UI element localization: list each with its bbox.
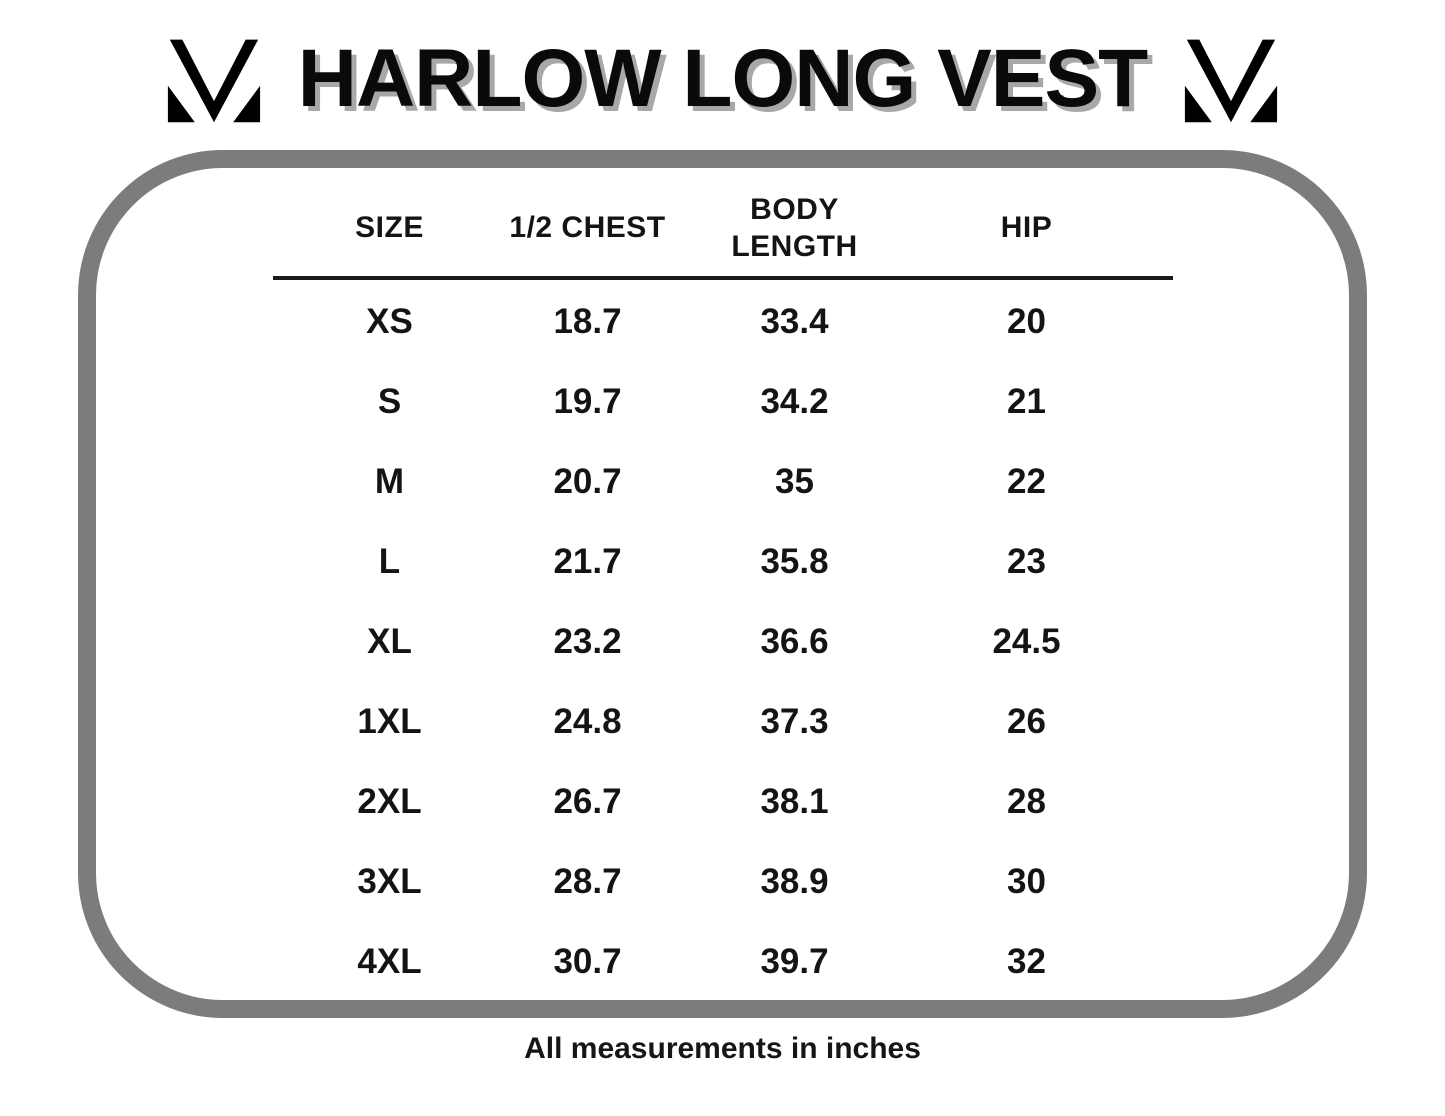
table-row-xs: XS 18.7 33.4 20 <box>273 282 1173 362</box>
measurement-units-note: All measurements in inches <box>524 1032 921 1065</box>
table-row-s: S 19.7 34.2 21 <box>273 362 1173 442</box>
table-row-2xl: 2XL 26.7 38.1 28 <box>273 762 1173 842</box>
half-chest-cell: 21.7 <box>553 542 622 581</box>
hip-cell: 20 <box>1007 302 1046 341</box>
half-chest-cell: 24.8 <box>553 702 622 741</box>
body-length-cell: 34.2 <box>760 382 829 421</box>
table-body: XS 18.7 33.4 20 S 19.7 34.2 21 M 20.7 35… <box>273 282 1173 1002</box>
size-cell: XL <box>367 622 412 661</box>
half-chest-cell: 18.7 <box>553 302 622 341</box>
size-chart-frame: SIZE 1/2 CHEST BODY LENGTH HIP XS 18.7 3… <box>78 150 1367 1018</box>
table-row-4xl: 4XL 30.7 39.7 32 <box>273 922 1173 1002</box>
hip-cell: 30 <box>1007 862 1046 901</box>
half-chest-cell: 20.7 <box>553 462 622 501</box>
header-divider-line <box>272 276 1173 280</box>
column-header-half-chest: 1/2 CHEST <box>509 211 666 245</box>
table-row-3xl: 3XL 28.7 38.9 30 <box>273 842 1173 922</box>
hip-cell: 23 <box>1007 542 1046 581</box>
half-chest-cell: 30.7 <box>553 942 622 981</box>
page-title: HARLOW LONG VEST <box>297 33 1149 124</box>
table-row-l: L 21.7 35.8 23 <box>273 522 1173 602</box>
body-length-cell: 37.3 <box>760 702 829 741</box>
half-chest-cell: 28.7 <box>553 862 622 901</box>
size-cell: S <box>377 382 402 421</box>
size-cell: 4XL <box>357 942 422 981</box>
table-header-row: SIZE 1/2 CHEST BODY LENGTH HIP <box>273 184 1173 272</box>
column-header-body-length: BODY LENGTH <box>731 192 858 264</box>
half-chest-cell: 19.7 <box>553 382 622 421</box>
brand-m-logo-icon-left <box>166 34 262 124</box>
body-length-cell: 38.9 <box>760 862 829 901</box>
table-row-1xl: 1XL 24.8 37.3 26 <box>273 682 1173 762</box>
column-header-size: SIZE <box>355 211 424 245</box>
half-chest-cell: 23.2 <box>553 622 622 661</box>
size-table: SIZE 1/2 CHEST BODY LENGTH HIP XS 18.7 3… <box>272 184 1173 1002</box>
size-cell: L <box>378 542 401 581</box>
body-length-cell: 33.4 <box>760 302 829 341</box>
size-cell: 1XL <box>357 702 422 741</box>
size-cell: 3XL <box>357 862 422 901</box>
body-length-cell: 35.8 <box>760 542 829 581</box>
column-header-hip: HIP <box>1000 211 1053 245</box>
size-cell: M <box>374 462 405 501</box>
hip-cell: 32 <box>1007 942 1046 981</box>
brand-m-logo-icon-right <box>1183 34 1279 124</box>
hip-cell: 21 <box>1007 382 1046 421</box>
body-length-cell: 35 <box>775 462 814 501</box>
body-length-cell: 38.1 <box>760 782 829 821</box>
hip-cell: 26 <box>1007 702 1046 741</box>
body-length-cell: 39.7 <box>760 942 829 981</box>
hip-cell: 28 <box>1007 782 1046 821</box>
table-row-xl: XL 23.2 36.6 24.5 <box>273 602 1173 682</box>
size-cell: 2XL <box>357 782 422 821</box>
body-length-cell: 36.6 <box>760 622 829 661</box>
hip-cell: 22 <box>1007 462 1046 501</box>
half-chest-cell: 26.7 <box>553 782 622 821</box>
size-cell: XS <box>366 302 413 341</box>
table-row-m: M 20.7 35 22 <box>273 442 1173 522</box>
header: HARLOW LONG VEST <box>0 0 1445 150</box>
hip-cell: 24.5 <box>992 622 1061 661</box>
